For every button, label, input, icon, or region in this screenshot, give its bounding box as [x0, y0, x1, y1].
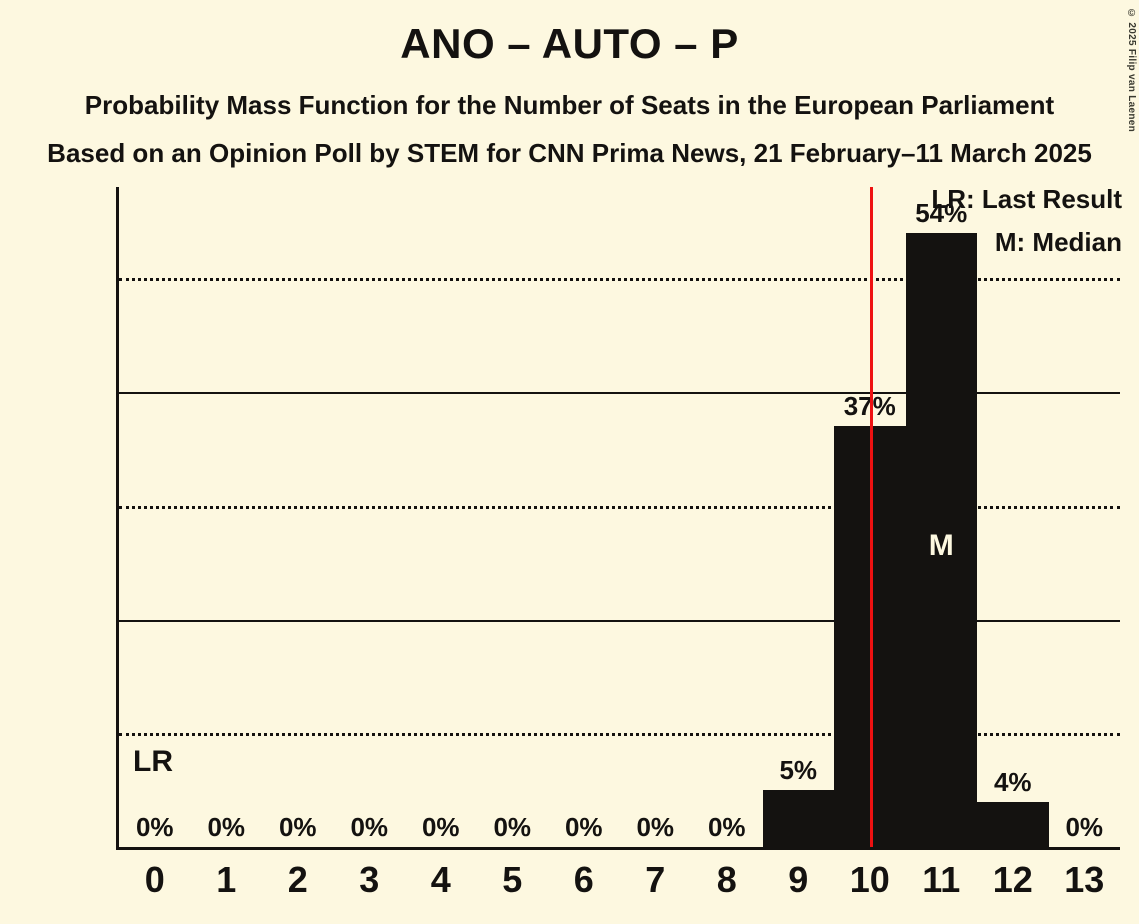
- bar: [977, 801, 1049, 847]
- bar-value-label: 0%: [278, 812, 317, 842]
- bar-value-label: 5%: [779, 755, 818, 786]
- x-axis-line: [116, 847, 1120, 850]
- bar-value-label: 0%: [135, 812, 174, 842]
- x-axis-tick-labels: 0 1 2 3 4 5 6 7 8 9 10 11 12 13: [119, 862, 1120, 917]
- x-axis-tick-label: 9: [788, 859, 809, 900]
- chart-subtitle: Probability Mass Function for the Number…: [84, 90, 1055, 120]
- last-result-marker-label: LR: [133, 745, 173, 778]
- chart-legend: LR: Last Result M: Median: [931, 186, 1122, 272]
- x-axis-tick-label: 6: [573, 859, 594, 900]
- chart-title: ANO – AUTO – P: [400, 20, 739, 67]
- plot-area: 20%40% 0%0%0%0%0%0%0%0%0%5%37%54%4%0%M L…: [116, 187, 1120, 850]
- x-axis-tick-label: 0: [144, 859, 165, 900]
- y-axis-line: [116, 187, 119, 850]
- last-result-line: [869, 187, 873, 847]
- gridline-solid: [119, 392, 1120, 394]
- bar-value-label: 0%: [636, 812, 675, 842]
- x-axis-tick-label: 3: [359, 859, 380, 900]
- bar-value-label: 0%: [493, 812, 532, 842]
- legend-item-median: M: Median: [994, 227, 1122, 257]
- bar-value-label: 37%: [834, 393, 906, 419]
- chart-source-line: Based on an Opinion Poll by STEM for CNN…: [47, 138, 1092, 168]
- x-axis-tick-label: 2: [287, 859, 308, 900]
- x-axis-tick-label: 1: [216, 859, 237, 900]
- bar-value-label: 0%: [1065, 812, 1104, 842]
- x-axis-tick-label: 13: [1064, 859, 1105, 900]
- gridline-dotted: [119, 733, 1120, 737]
- gridline-dotted: [119, 505, 1120, 509]
- x-axis-tick-label: 4: [430, 859, 451, 900]
- bar-value-label: 0%: [707, 812, 746, 842]
- chart-header: ANO – AUTO – P Probability Mass Function…: [0, 0, 1139, 168]
- bar: [762, 790, 834, 847]
- bar-value-label: 0%: [350, 812, 389, 842]
- bar-value-label: 0%: [207, 812, 246, 842]
- legend-item-last-result: LR: Last Result: [931, 184, 1122, 214]
- bar-value-label: 4%: [993, 766, 1032, 797]
- bar: [905, 232, 977, 847]
- copyright-notice: © 2025 Filip van Laenen: [1126, 8, 1137, 133]
- x-axis-tick-label: 11: [922, 859, 961, 900]
- x-axis-tick-label: 12: [992, 859, 1033, 900]
- bar-value-label: 54%: [915, 197, 968, 228]
- x-axis-tick-label: 8: [716, 859, 737, 900]
- x-axis-tick-label: 7: [645, 859, 666, 900]
- x-axis-tick-label: 10: [849, 859, 890, 900]
- gridline-solid: [119, 619, 1120, 622]
- x-axis-tick-label: 5: [502, 859, 523, 900]
- bar-value-label: 0%: [421, 812, 460, 842]
- bar-value-label: 0%: [564, 812, 603, 842]
- median-marker-label: M: [928, 529, 954, 562]
- gridline-dotted: [119, 278, 1120, 282]
